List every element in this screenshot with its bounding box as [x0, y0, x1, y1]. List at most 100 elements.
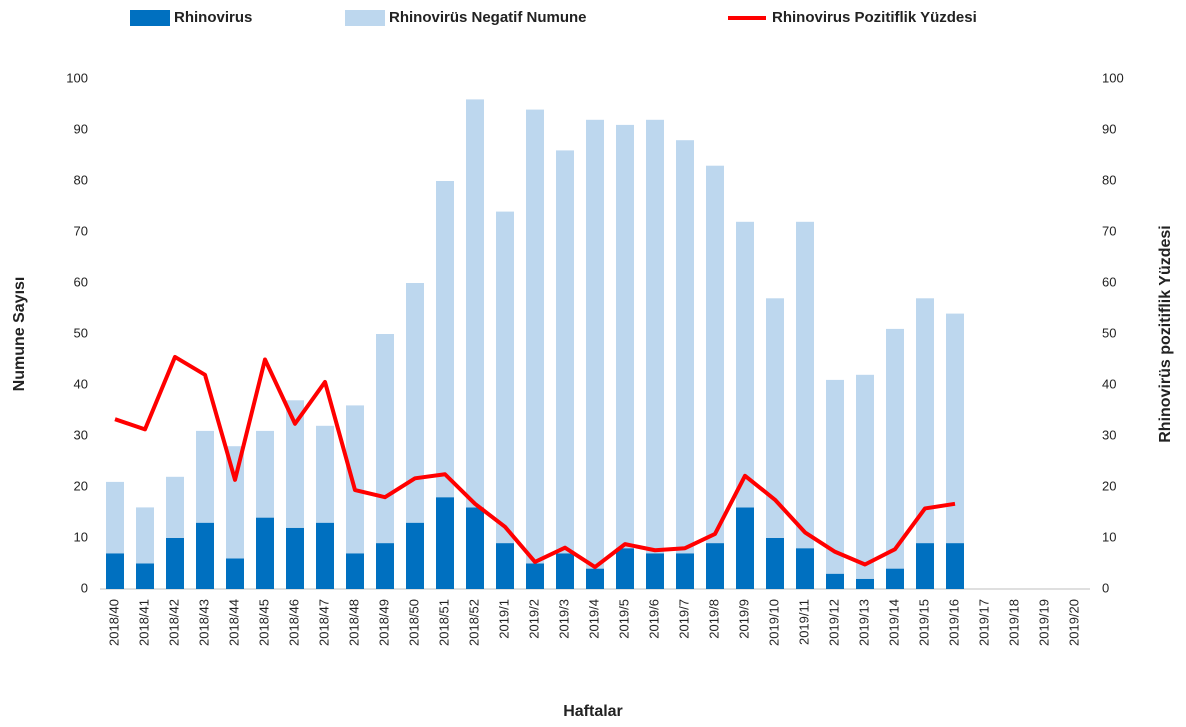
bar [676, 140, 694, 554]
bar [256, 430, 274, 518]
x-tick-label: 2019/15 [916, 599, 931, 646]
x-tick-label: 2018/46 [286, 599, 301, 646]
bar [196, 522, 214, 589]
bar [406, 283, 424, 523]
bar [886, 328, 904, 569]
y2-tick-label: 100 [1102, 70, 1124, 85]
y2-tick-label: 80 [1102, 172, 1116, 187]
bar [496, 543, 514, 589]
x-tick-label: 2019/17 [976, 599, 991, 646]
bar [346, 405, 364, 554]
bar [316, 425, 334, 523]
bar [856, 578, 874, 589]
bar [616, 548, 634, 589]
legend-swatch [345, 10, 385, 26]
y-tick-label: 40 [74, 376, 88, 391]
y2-tick-label: 70 [1102, 223, 1116, 238]
x-tick-label: 2019/19 [1036, 599, 1051, 646]
x-tick-label: 2019/10 [766, 599, 781, 646]
bar [556, 553, 574, 589]
y2-tick-label: 50 [1102, 325, 1116, 340]
y2-tick-label: 30 [1102, 427, 1116, 442]
bar [226, 558, 244, 589]
x-tick-label: 2018/41 [136, 599, 151, 646]
x-tick-label: 2019/7 [676, 599, 691, 639]
bar [916, 543, 934, 589]
bar [166, 538, 184, 589]
bar [466, 99, 484, 508]
bar [466, 507, 484, 589]
x-tick-label: 2019/14 [886, 599, 901, 646]
bar [436, 497, 454, 589]
y2-tick-label: 40 [1102, 376, 1116, 391]
x-tick-label: 2019/3 [556, 599, 571, 639]
line [114, 354, 956, 570]
y-tick-label: 50 [74, 325, 88, 340]
bar [136, 563, 154, 589]
bar [106, 481, 124, 554]
bar [856, 374, 874, 579]
bar [796, 221, 814, 549]
x-tick-label: 2019/2 [526, 599, 541, 639]
x-tick-label: 2019/8 [706, 599, 721, 639]
x-tick-label: 2019/12 [826, 599, 841, 646]
bar [586, 568, 604, 589]
bar [766, 298, 784, 538]
bar [766, 538, 784, 589]
bar [286, 400, 304, 528]
bar [316, 522, 334, 589]
y-tick-label: 10 [74, 529, 88, 544]
x-tick-label: 2018/52 [466, 599, 481, 646]
y2-tick-label: 10 [1102, 529, 1116, 544]
bar [886, 568, 904, 589]
x-axis-title: Haftalar [563, 703, 623, 720]
y-tick-label: 70 [74, 223, 88, 238]
bar [946, 313, 964, 544]
y-tick-label: 20 [74, 478, 88, 493]
x-tick-label: 2018/51 [436, 599, 451, 646]
y2-tick-label: 0 [1102, 580, 1109, 595]
x-tick-label: 2018/45 [256, 599, 271, 646]
y-tick-label: 90 [74, 121, 88, 136]
x-tick-label: 2019/20 [1066, 599, 1081, 646]
x-tick-label: 2018/47 [316, 599, 331, 646]
legend-label: Rhinovirus [174, 9, 252, 26]
y-tick-label: 0 [81, 580, 88, 595]
y-tick-label: 30 [74, 427, 88, 442]
bar [706, 165, 724, 544]
y-tick-label: 80 [74, 172, 88, 187]
bar [706, 543, 724, 589]
bar [736, 507, 754, 589]
bar [556, 150, 574, 554]
bar [646, 119, 664, 554]
bar [256, 517, 274, 589]
y-tick-label: 60 [74, 274, 88, 289]
y2-tick-label: 90 [1102, 121, 1116, 136]
x-tick-label: 2019/11 [796, 599, 811, 645]
bar [526, 563, 544, 589]
bar [376, 543, 394, 589]
x-tick-label: 2019/4 [586, 599, 601, 639]
legend-label: Rhinovirüs Negatif Numune [389, 9, 587, 26]
y2-tick-label: 60 [1102, 274, 1116, 289]
bar [436, 181, 454, 498]
y2-tick-label: 20 [1102, 478, 1116, 493]
legend-swatch [130, 10, 170, 26]
bar [496, 211, 514, 544]
bar [286, 527, 304, 589]
bar [646, 553, 664, 589]
x-tick-label: 2019/9 [736, 599, 751, 639]
legend-label: Rhinovirus Pozitiflik Yüzdesi [772, 9, 977, 26]
x-tick-label: 2019/13 [856, 599, 871, 646]
bar [136, 507, 154, 564]
bar [406, 522, 424, 589]
x-tick-label: 2018/44 [226, 599, 241, 646]
bar [106, 553, 124, 589]
x-tick-label: 2018/42 [166, 599, 181, 646]
bar [376, 334, 394, 544]
x-tick-label: 2019/18 [1006, 599, 1021, 646]
y-tick-label: 100 [66, 70, 88, 85]
bar [946, 543, 964, 589]
bar [346, 553, 364, 589]
